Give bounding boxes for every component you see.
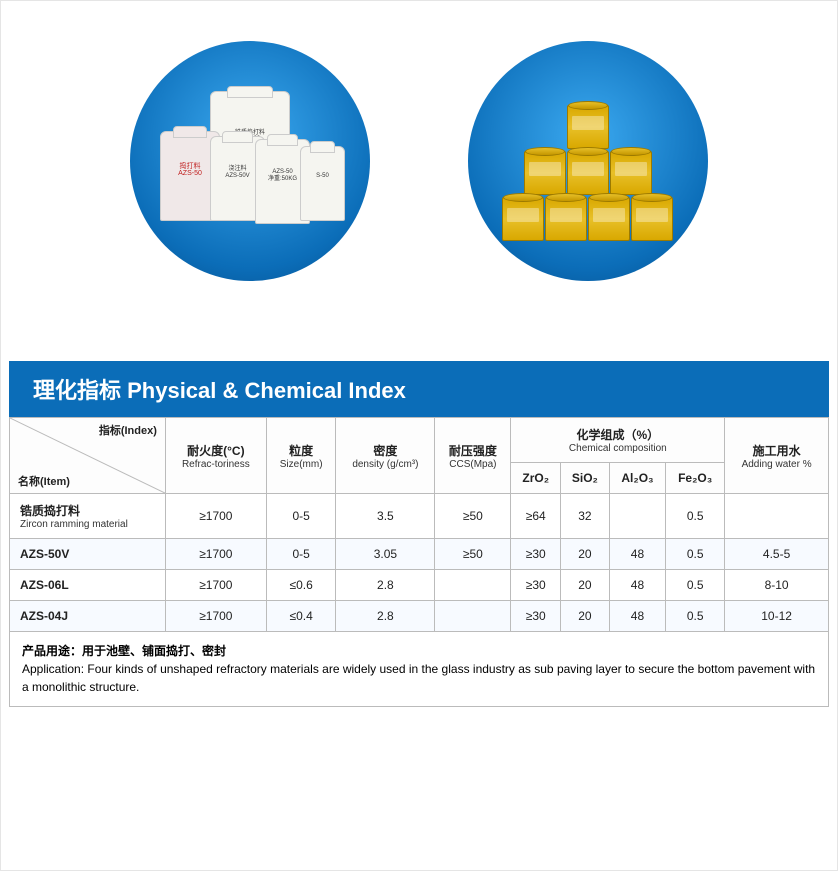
cell-ccs [435,601,511,632]
cell-alo: 48 [609,539,665,570]
product-spec-page: 锆质捣打料AZS-60 捣打料AZS-50 浇注料AZS-50V AZS-50净… [0,0,838,871]
cell-feo: 0.5 [666,539,725,570]
spec-table: 指标(Index) 名称(Item) 耐火度(°C) Refrac-torine… [9,417,829,632]
cell-water [725,494,829,539]
item-name-cell: AZS-04J [10,601,166,632]
item-name-cell: AZS-50V [10,539,166,570]
table-row: AZS-50V≥17000-53.05≥50≥3020480.54.5-5 [10,539,829,570]
cell-refrac: ≥1700 [165,539,266,570]
cell-sio: 20 [561,570,610,601]
cell-size: 0-5 [266,494,336,539]
col-zro2: ZrO₂ [511,463,561,494]
cell-feo: 0.5 [666,601,725,632]
corner-header: 指标(Index) 名称(Item) [10,418,166,494]
col-al2o3: Al₂O₃ [609,463,665,494]
cell-sio: 20 [561,601,610,632]
cell-ccs [435,570,511,601]
cell-refrac: ≥1700 [165,570,266,601]
cell-ccs: ≥50 [435,539,511,570]
product-image-cans [468,41,708,281]
table-row: AZS-04J≥1700≤0.42.8 ≥3020480.510-12 [10,601,829,632]
cell-density: 3.5 [336,494,435,539]
col-sio2: SiO₂ [561,463,610,494]
cell-ccs: ≥50 [435,494,511,539]
cell-alo [609,494,665,539]
col-refractoriness: 耐火度(°C) Refrac-toriness [165,418,266,494]
cell-density: 3.05 [336,539,435,570]
application-note-cn: 产品用途：用于池壁、铺面捣打、密封 [22,642,816,660]
cell-zro: ≥30 [511,601,561,632]
cell-sio: 20 [561,539,610,570]
section-title: 理化指标 Physical & Chemical Index [9,361,829,417]
item-name-cell: 锆质捣打料Zircon ramming material [10,494,166,539]
col-chemical-group: 化学组成（%） Chemical composition [511,418,725,463]
cell-water: 8-10 [725,570,829,601]
table-row: 锆质捣打料Zircon ramming material≥17000-53.5≥… [10,494,829,539]
table-row: AZS-06L≥1700≤0.62.8 ≥3020480.58-10 [10,570,829,601]
col-density: 密度 density (g/cm³) [336,418,435,494]
cell-sio: 32 [561,494,610,539]
cell-zro: ≥64 [511,494,561,539]
application-note: 产品用途：用于池壁、铺面捣打、密封 Application: Four kind… [9,632,829,707]
cell-refrac: ≥1700 [165,494,266,539]
cell-alo: 48 [609,570,665,601]
product-images-row: 锆质捣打料AZS-60 捣打料AZS-50 浇注料AZS-50V AZS-50净… [1,1,837,341]
cell-refrac: ≥1700 [165,601,266,632]
item-name-cell: AZS-06L [10,570,166,601]
cell-density: 2.8 [336,601,435,632]
cell-alo: 48 [609,601,665,632]
cell-density: 2.8 [336,570,435,601]
cell-size: ≤0.4 [266,601,336,632]
cell-water: 4.5-5 [725,539,829,570]
cell-zro: ≥30 [511,539,561,570]
cell-zro: ≥30 [511,570,561,601]
cell-size: ≤0.6 [266,570,336,601]
spec-table-body: 锆质捣打料Zircon ramming material≥17000-53.5≥… [10,494,829,632]
col-fe2o3: Fe₂O₃ [666,463,725,494]
col-ccs: 耐压强度 CCS(Mpa) [435,418,511,494]
application-note-en: Application: Four kinds of unshaped refr… [22,660,816,696]
col-water: 施工用水 Adding water % [725,418,829,494]
cell-size: 0-5 [266,539,336,570]
col-size: 粒度 Size(mm) [266,418,336,494]
cell-feo: 0.5 [666,494,725,539]
cell-feo: 0.5 [666,570,725,601]
cell-water: 10-12 [725,601,829,632]
product-image-bags: 锆质捣打料AZS-60 捣打料AZS-50 浇注料AZS-50V AZS-50净… [130,41,370,281]
spec-table-head: 指标(Index) 名称(Item) 耐火度(°C) Refrac-torine… [10,418,829,494]
